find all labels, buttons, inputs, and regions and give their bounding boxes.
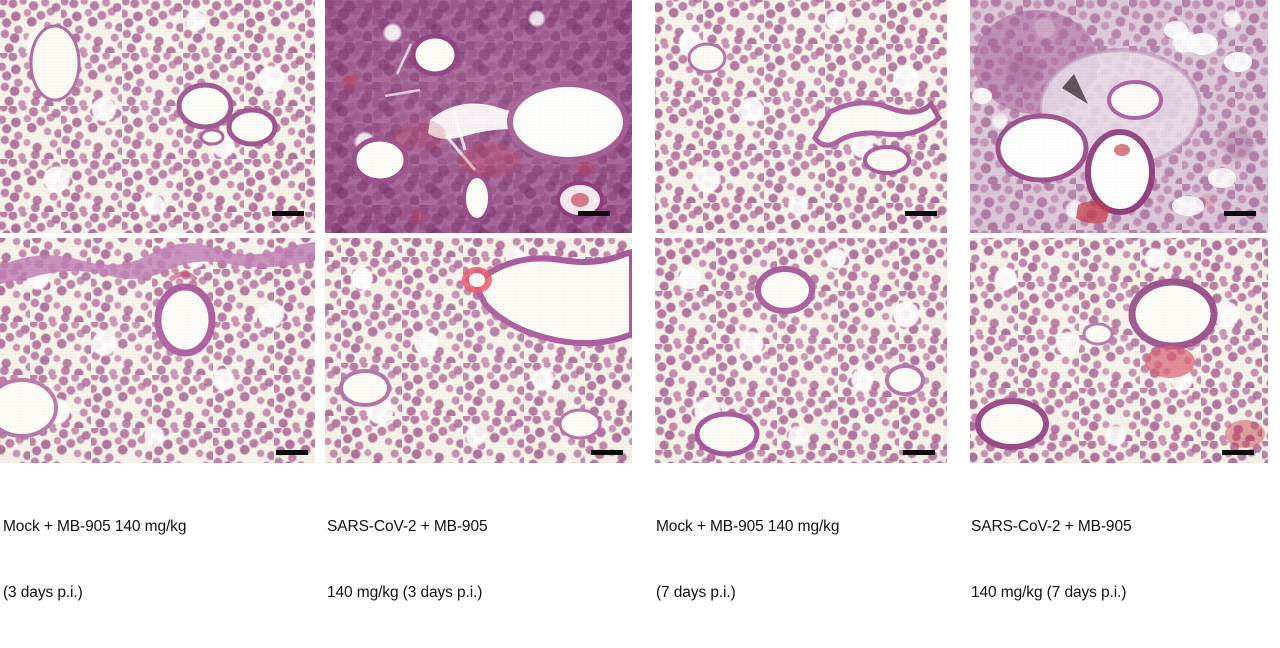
caption-line-1: SARS-CoV-2 + MB-905	[971, 518, 1132, 535]
panel-sars-3d-row2[interactable]	[325, 238, 632, 463]
scale-bar	[276, 450, 308, 455]
scale-bar	[905, 211, 937, 216]
tissue-field	[0, 238, 315, 463]
panel-sars-7d-row2[interactable]	[970, 238, 1268, 463]
histopathology-figure: Mock + MB-905 140 mg/kg (3 days p.i.) SA…	[0, 0, 1268, 601]
panel-sars-7d-row1[interactable]	[970, 0, 1268, 233]
caption-line-2: (3 days p.i.)	[3, 584, 83, 601]
caption-line-1: SARS-CoV-2 + MB-905	[327, 518, 488, 535]
airway-overlay	[29, 24, 278, 147]
airway-overlay	[694, 266, 925, 457]
airway-overlay	[975, 278, 1265, 450]
airway-overlay	[687, 42, 943, 175]
caption-sars-7d: SARS-CoV-2 + MB-905 140 mg/kg (7 days p.…	[971, 472, 1132, 648]
tissue-field	[970, 238, 1268, 463]
airway-overlay	[339, 248, 632, 440]
caption-line-1: Mock + MB-905 140 mg/kg	[656, 518, 840, 535]
scale-bar	[903, 450, 935, 455]
caption-line-2: 140 mg/kg (3 days p.i.)	[327, 584, 483, 601]
scale-bar	[578, 211, 610, 216]
caption-sars-3d: SARS-CoV-2 + MB-905 140 mg/kg (3 days p.…	[327, 472, 488, 648]
panel-mock-3d-row1[interactable]	[0, 0, 315, 233]
caption-line-2: 140 mg/kg (7 days p.i.)	[971, 584, 1127, 601]
caption-mock-7d: Mock + MB-905 140 mg/kg (7 days p.i.)	[656, 472, 839, 648]
caption-line-2: (7 days p.i.)	[656, 584, 736, 601]
panel-mock-3d-row2[interactable]	[0, 238, 315, 463]
scale-bar	[1224, 211, 1256, 216]
airway-overlay	[972, 10, 1252, 224]
panel-sars-3d-row1[interactable]	[325, 0, 632, 233]
scale-bar	[591, 450, 623, 455]
airway-overlay	[351, 33, 629, 222]
panel-mock-7d-row2[interactable]	[655, 238, 947, 463]
caption-line-1: Mock + MB-905 140 mg/kg	[3, 518, 187, 535]
airway-overlay	[0, 242, 315, 438]
scale-bar	[1222, 450, 1254, 455]
caption-mock-3d: Mock + MB-905 140 mg/kg (3 days p.i.)	[3, 472, 186, 648]
panel-mock-7d-row1[interactable]	[655, 0, 947, 233]
scale-bar	[272, 211, 304, 216]
